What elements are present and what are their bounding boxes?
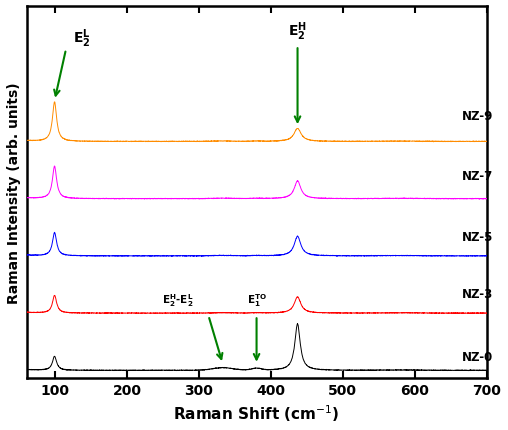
Text: NZ-5: NZ-5: [461, 230, 493, 243]
Text: NZ-0: NZ-0: [461, 350, 493, 363]
Text: $\mathbf{E_2^H}$: $\mathbf{E_2^H}$: [288, 21, 307, 43]
Text: NZ-3: NZ-3: [461, 288, 493, 301]
Text: $\mathbf{E_1^{TO}}$: $\mathbf{E_1^{TO}}$: [246, 292, 267, 308]
Text: NZ-9: NZ-9: [461, 109, 493, 122]
Text: $\mathbf{E_2^H}$-$\mathbf{E_2^L}$: $\mathbf{E_2^H}$-$\mathbf{E_2^L}$: [162, 292, 193, 308]
Text: NZ-7: NZ-7: [461, 170, 493, 183]
X-axis label: Raman Shift (cm$^{-1}$): Raman Shift (cm$^{-1}$): [173, 402, 340, 423]
Y-axis label: Raman Intensity (arb. units): Raman Intensity (arb. units): [7, 82, 21, 303]
Text: $\mathbf{E_2^L}$: $\mathbf{E_2^L}$: [73, 28, 91, 50]
